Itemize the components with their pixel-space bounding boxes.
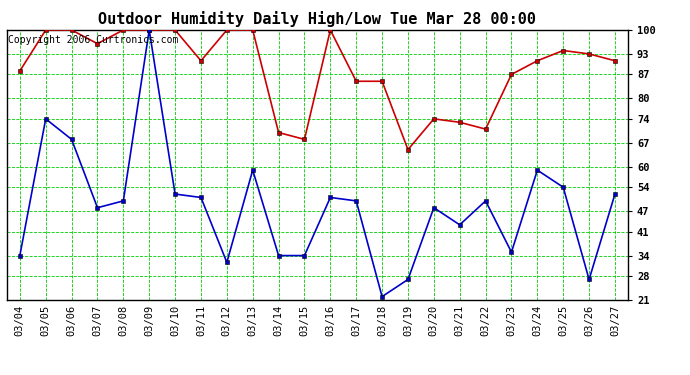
Title: Outdoor Humidity Daily High/Low Tue Mar 28 00:00: Outdoor Humidity Daily High/Low Tue Mar … bbox=[99, 12, 536, 27]
Text: Copyright 2006 Curtronics.com: Copyright 2006 Curtronics.com bbox=[8, 35, 179, 45]
